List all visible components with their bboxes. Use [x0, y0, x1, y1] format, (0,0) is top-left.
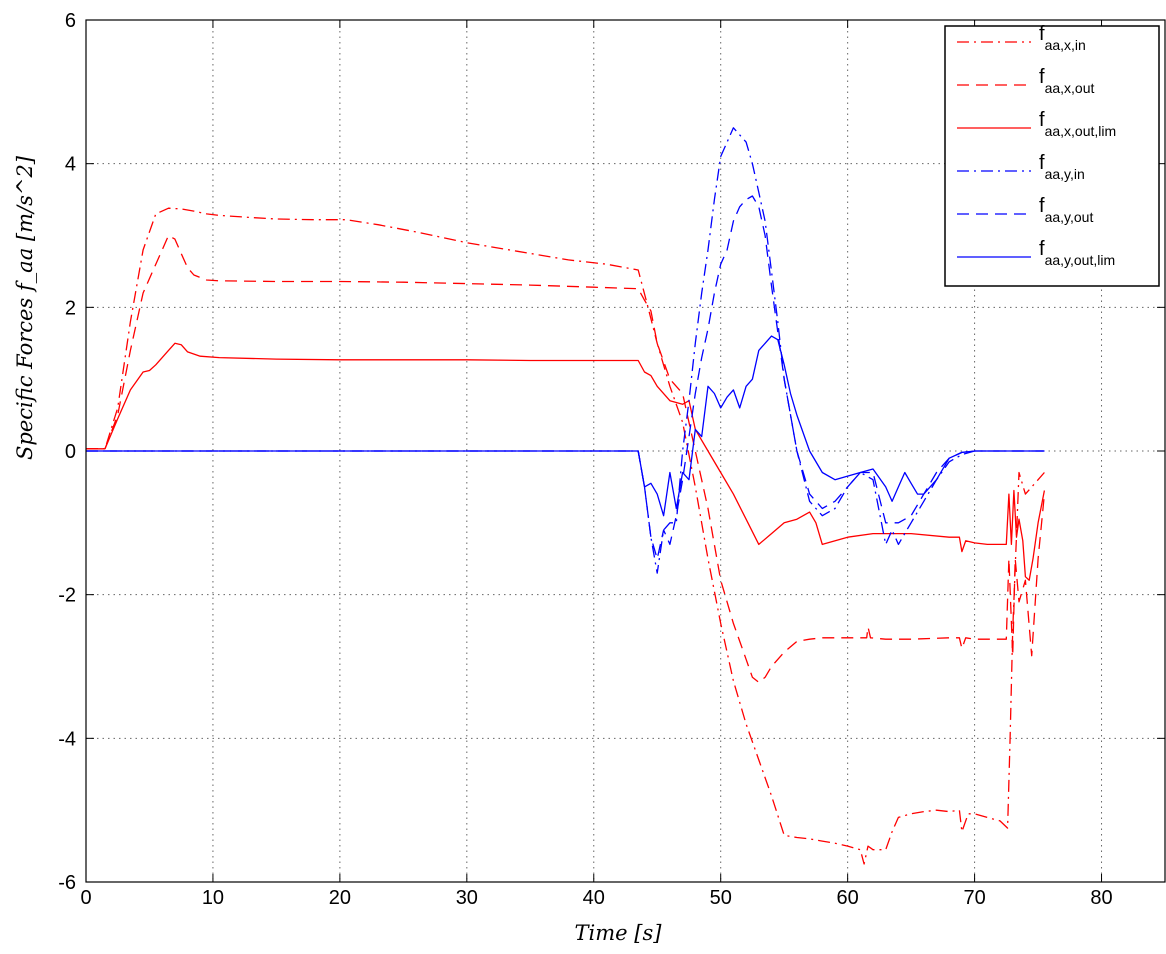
- y-tick-label: 2: [65, 297, 76, 319]
- x-tick-label: 80: [1090, 887, 1112, 909]
- legend-label-sub: aa,y,out: [1045, 209, 1094, 225]
- x-tick-label: 40: [583, 887, 605, 909]
- x-tick-label: 10: [202, 887, 224, 909]
- legend-label-sub: aa,y,out,lim: [1045, 252, 1116, 268]
- plot-frame: [85, 19, 1166, 883]
- legend-label: faa,x,in: [1039, 23, 1086, 53]
- x-tick-label: 20: [329, 887, 351, 909]
- x-tick-label: 70: [963, 887, 985, 909]
- legend-label-sub: aa,x,out: [1045, 80, 1095, 96]
- legend-label-main: f: [1039, 109, 1045, 131]
- legend-label-main: f: [1039, 66, 1045, 88]
- x-tick-label: 30: [456, 887, 478, 909]
- legend-label-main: f: [1039, 152, 1045, 174]
- legend-label: faa,x,out: [1039, 66, 1094, 96]
- legend-label-main: f: [1039, 23, 1045, 45]
- x-tick-label: 0: [80, 887, 91, 909]
- legend-label-main: f: [1039, 195, 1045, 217]
- x-tick-label: 50: [710, 887, 732, 909]
- y-tick-label: -2: [58, 585, 76, 607]
- y-axis-label: Specific Forces f_aa [m/s^2]: [13, 155, 37, 460]
- series-line-5: [86, 195, 1045, 560]
- y-tick-label: 6: [65, 10, 76, 32]
- series-line-4: [86, 127, 1045, 574]
- y-tick-label: -6: [58, 872, 76, 894]
- series-line-3: [86, 342, 1046, 581]
- x-tick-label: 60: [837, 887, 859, 909]
- legend-label-sub: aa,y,in: [1045, 166, 1085, 182]
- series-line-2: [86, 234, 1046, 683]
- series-lines: [86, 127, 1046, 865]
- legend-label: faa,y,out: [1039, 195, 1093, 225]
- legend-label: faa,y,out,lim: [1039, 238, 1115, 268]
- legend-label: faa,y,in: [1039, 152, 1085, 182]
- legend: faa,x,infaa,x,outfaa,x,out,limfaa,y,infa…: [944, 23, 1160, 287]
- legend-label: faa,x,out,lim: [1039, 109, 1116, 139]
- legend-box: [944, 25, 1160, 287]
- legend-label-sub: aa,x,out,lim: [1045, 123, 1117, 139]
- y-tick-label: 4: [65, 154, 76, 176]
- legend-label-sub: aa,x,in: [1045, 37, 1086, 53]
- x-axis-label: Time [s]: [575, 921, 663, 945]
- y-tick-label: -4: [58, 728, 76, 750]
- legend-label-main: f: [1039, 238, 1045, 260]
- series-line-1: [86, 207, 1045, 865]
- ticks: 0 10 20 30 40 50 60 70 80 -6 -4 -2 0 2 4 6: [58, 10, 1165, 909]
- y-tick-label: 0: [65, 441, 76, 463]
- series-line-6: [86, 335, 1045, 517]
